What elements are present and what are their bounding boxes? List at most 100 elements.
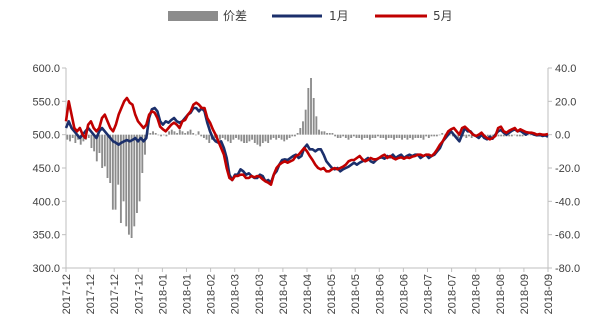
- spread-bar: [101, 134, 104, 168]
- spread-bar: [224, 134, 227, 140]
- spread-bar: [371, 134, 374, 138]
- spread-bar: [403, 134, 406, 138]
- spread-bar: [82, 134, 85, 142]
- spread-bar: [430, 134, 433, 137]
- spread-bar: [385, 134, 387, 140]
- spread-bar: [401, 134, 403, 140]
- right-tick-label: -80.0: [555, 263, 580, 275]
- right-tick-label: 0.0: [555, 130, 570, 142]
- spread-bar: [272, 134, 275, 138]
- spread-bar: [304, 109, 307, 135]
- spread-bar: [200, 134, 203, 137]
- x-tick-label: 2017-12: [85, 274, 97, 314]
- spread-bar: [229, 134, 232, 143]
- x-tick-label: 2018-03: [254, 274, 266, 314]
- spread-bar: [235, 134, 237, 138]
- spread-bar: [387, 134, 390, 138]
- spread-bar: [130, 134, 133, 238]
- spread-bar: [417, 134, 420, 138]
- spread-bar: [358, 134, 361, 138]
- x-tick-label: 2018-02: [206, 274, 218, 314]
- spread-bar: [331, 133, 334, 135]
- spread-bar: [178, 129, 181, 135]
- line-series: [64, 96, 549, 186]
- spread-bar: [253, 134, 256, 143]
- spread-bar: [154, 133, 157, 135]
- spread-bar: [170, 129, 173, 135]
- spread-bar: [157, 134, 160, 136]
- spread-bar: [465, 134, 468, 138]
- x-axis-ticks: 2017-12 2017-12 2017-12 2017-12 2018-01 2018-…: [61, 268, 555, 314]
- spread-bar: [138, 134, 141, 202]
- spread-bar: [521, 134, 524, 137]
- right-tick-label: -60.0: [555, 230, 580, 242]
- spread-bar: [160, 134, 162, 137]
- x-tick-label: 2017-12: [133, 274, 145, 314]
- spread-bar: [374, 134, 377, 138]
- spread-bar: [508, 134, 511, 137]
- x-tick-label: 2018-06: [374, 274, 386, 314]
- spread-bar: [232, 134, 235, 140]
- spread-bar: [288, 134, 291, 138]
- left-axis-ticks: 600.0 550.0 500.0 450.0 400.0 350.0 300.0: [32, 63, 66, 275]
- spread-bar: [192, 133, 195, 135]
- spread-bar: [186, 131, 189, 135]
- spread-bar: [285, 134, 288, 140]
- spread-bar: [422, 134, 425, 140]
- spread-bar: [291, 134, 294, 137]
- legend-label-may: 5月: [433, 9, 453, 23]
- spread-bar: [176, 133, 179, 135]
- spread-bar: [395, 134, 398, 138]
- spread-bar: [296, 133, 299, 135]
- spread-bar: [168, 131, 171, 135]
- spread-bar: [264, 134, 267, 142]
- spread-bar: [208, 134, 211, 143]
- spread-bar: [173, 131, 176, 135]
- spread-bar: [66, 134, 69, 140]
- spread-bar: [307, 88, 310, 135]
- spread-bar: [468, 134, 470, 137]
- x-tick-label: 2018-01: [182, 274, 194, 314]
- spread-bar: [350, 134, 353, 138]
- spread-bar: [334, 134, 337, 137]
- x-tick-label: 2017-12: [61, 274, 73, 314]
- spread-bar: [518, 134, 521, 137]
- spread-bar: [117, 134, 120, 185]
- spread-bar: [409, 134, 412, 138]
- spread-bar: [79, 134, 82, 145]
- left-tick-label: 500.0: [32, 130, 60, 142]
- spread-bar: [320, 131, 323, 135]
- spread-bar: [425, 134, 428, 137]
- spread-bar: [433, 134, 436, 137]
- legend-swatch-spread: [168, 11, 218, 21]
- spread-bar: [221, 134, 224, 138]
- left-tick-label: 600.0: [32, 63, 60, 75]
- right-tick-label: 40.0: [555, 63, 576, 75]
- spread-bar: [513, 134, 516, 136]
- spread-bar: [213, 134, 216, 138]
- left-tick-label: 300.0: [32, 263, 60, 275]
- spread-bar: [398, 134, 401, 138]
- spread-bar: [315, 116, 318, 135]
- spread-bar: [122, 134, 125, 202]
- spread-bar: [181, 131, 184, 135]
- spread-bar: [245, 134, 248, 143]
- spread-bar: [326, 133, 329, 135]
- spread-bar: [366, 134, 369, 138]
- spread-bar: [119, 134, 122, 223]
- spread-bar: [202, 134, 205, 138]
- spread-bar: [502, 134, 505, 137]
- spread-bar: [261, 134, 264, 143]
- spread-bar: [267, 134, 270, 143]
- spread-bar: [162, 134, 165, 136]
- spread-bar: [382, 134, 385, 138]
- spread-bar: [205, 134, 208, 140]
- spread-bar: [197, 131, 200, 135]
- spread-bar: [141, 134, 144, 173]
- spread-bar: [109, 134, 112, 183]
- spread-bar: [302, 121, 304, 135]
- spread-bar: [227, 134, 229, 142]
- spread-bar: [427, 134, 430, 138]
- x-tick-label: 2018-04: [302, 274, 314, 314]
